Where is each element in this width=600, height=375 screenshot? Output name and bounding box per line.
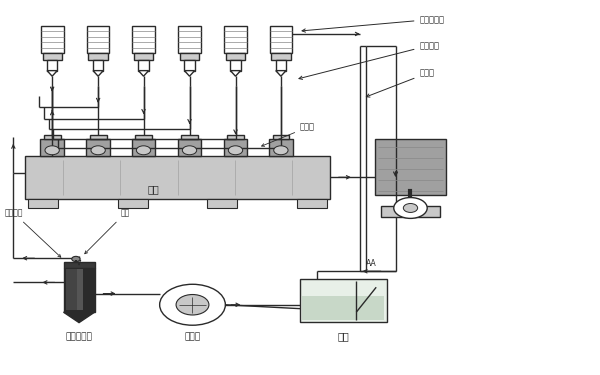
Bar: [178, 139, 202, 156]
Bar: [90, 135, 107, 139]
Bar: [374, 139, 446, 195]
Bar: [184, 60, 194, 70]
Bar: [297, 199, 327, 208]
Text: 输油泵: 输油泵: [184, 333, 200, 342]
Bar: [227, 135, 244, 139]
Circle shape: [160, 284, 226, 325]
Circle shape: [136, 146, 151, 155]
Bar: [131, 139, 155, 156]
Bar: [300, 279, 386, 321]
Bar: [226, 54, 245, 60]
Bar: [132, 26, 155, 54]
Bar: [64, 262, 95, 267]
Polygon shape: [47, 70, 57, 76]
Text: 泵算: 泵算: [148, 184, 159, 194]
Bar: [118, 199, 148, 208]
Bar: [25, 156, 330, 199]
Text: AA: AA: [366, 259, 377, 268]
Text: 燃油滤清器: 燃油滤清器: [65, 333, 92, 342]
Bar: [230, 60, 241, 70]
Bar: [43, 54, 62, 60]
Bar: [302, 297, 384, 320]
Bar: [44, 135, 61, 139]
Bar: [180, 54, 199, 60]
Bar: [271, 54, 290, 60]
Bar: [224, 26, 247, 54]
Bar: [269, 139, 293, 156]
Bar: [64, 267, 95, 312]
Text: 手泵: 手泵: [85, 209, 130, 254]
Text: 单体泵: 单体泵: [262, 123, 315, 146]
Polygon shape: [93, 70, 103, 76]
Bar: [208, 199, 237, 208]
Bar: [272, 135, 289, 139]
Bar: [269, 26, 292, 54]
Text: 高压油管: 高压油管: [299, 41, 439, 80]
Bar: [28, 199, 58, 208]
Circle shape: [45, 146, 59, 155]
Text: 油算: 油算: [337, 331, 349, 341]
Circle shape: [403, 204, 418, 213]
Bar: [224, 139, 247, 156]
Polygon shape: [230, 70, 241, 76]
Bar: [47, 60, 57, 70]
Bar: [139, 60, 149, 70]
Bar: [380, 206, 440, 217]
Bar: [178, 26, 201, 54]
Bar: [40, 139, 64, 156]
Polygon shape: [276, 70, 286, 76]
Bar: [75, 269, 83, 310]
Circle shape: [72, 256, 80, 262]
Bar: [181, 135, 198, 139]
Bar: [93, 60, 103, 70]
Bar: [88, 54, 108, 60]
Circle shape: [274, 146, 288, 155]
Text: 排气螺栓: 排气螺栓: [4, 209, 61, 257]
Polygon shape: [184, 70, 194, 76]
Bar: [135, 135, 152, 139]
Circle shape: [229, 146, 242, 155]
Bar: [87, 26, 109, 54]
Bar: [86, 139, 110, 156]
Circle shape: [91, 146, 106, 155]
Bar: [66, 269, 77, 310]
Bar: [134, 54, 153, 60]
Bar: [276, 60, 286, 70]
Polygon shape: [64, 312, 95, 322]
Circle shape: [394, 198, 427, 218]
Circle shape: [182, 146, 197, 155]
Polygon shape: [139, 70, 149, 76]
Text: 回油管: 回油管: [367, 69, 434, 97]
Text: 机械噴油器: 机械噴油器: [302, 15, 445, 32]
Circle shape: [176, 294, 209, 315]
Bar: [41, 26, 64, 54]
